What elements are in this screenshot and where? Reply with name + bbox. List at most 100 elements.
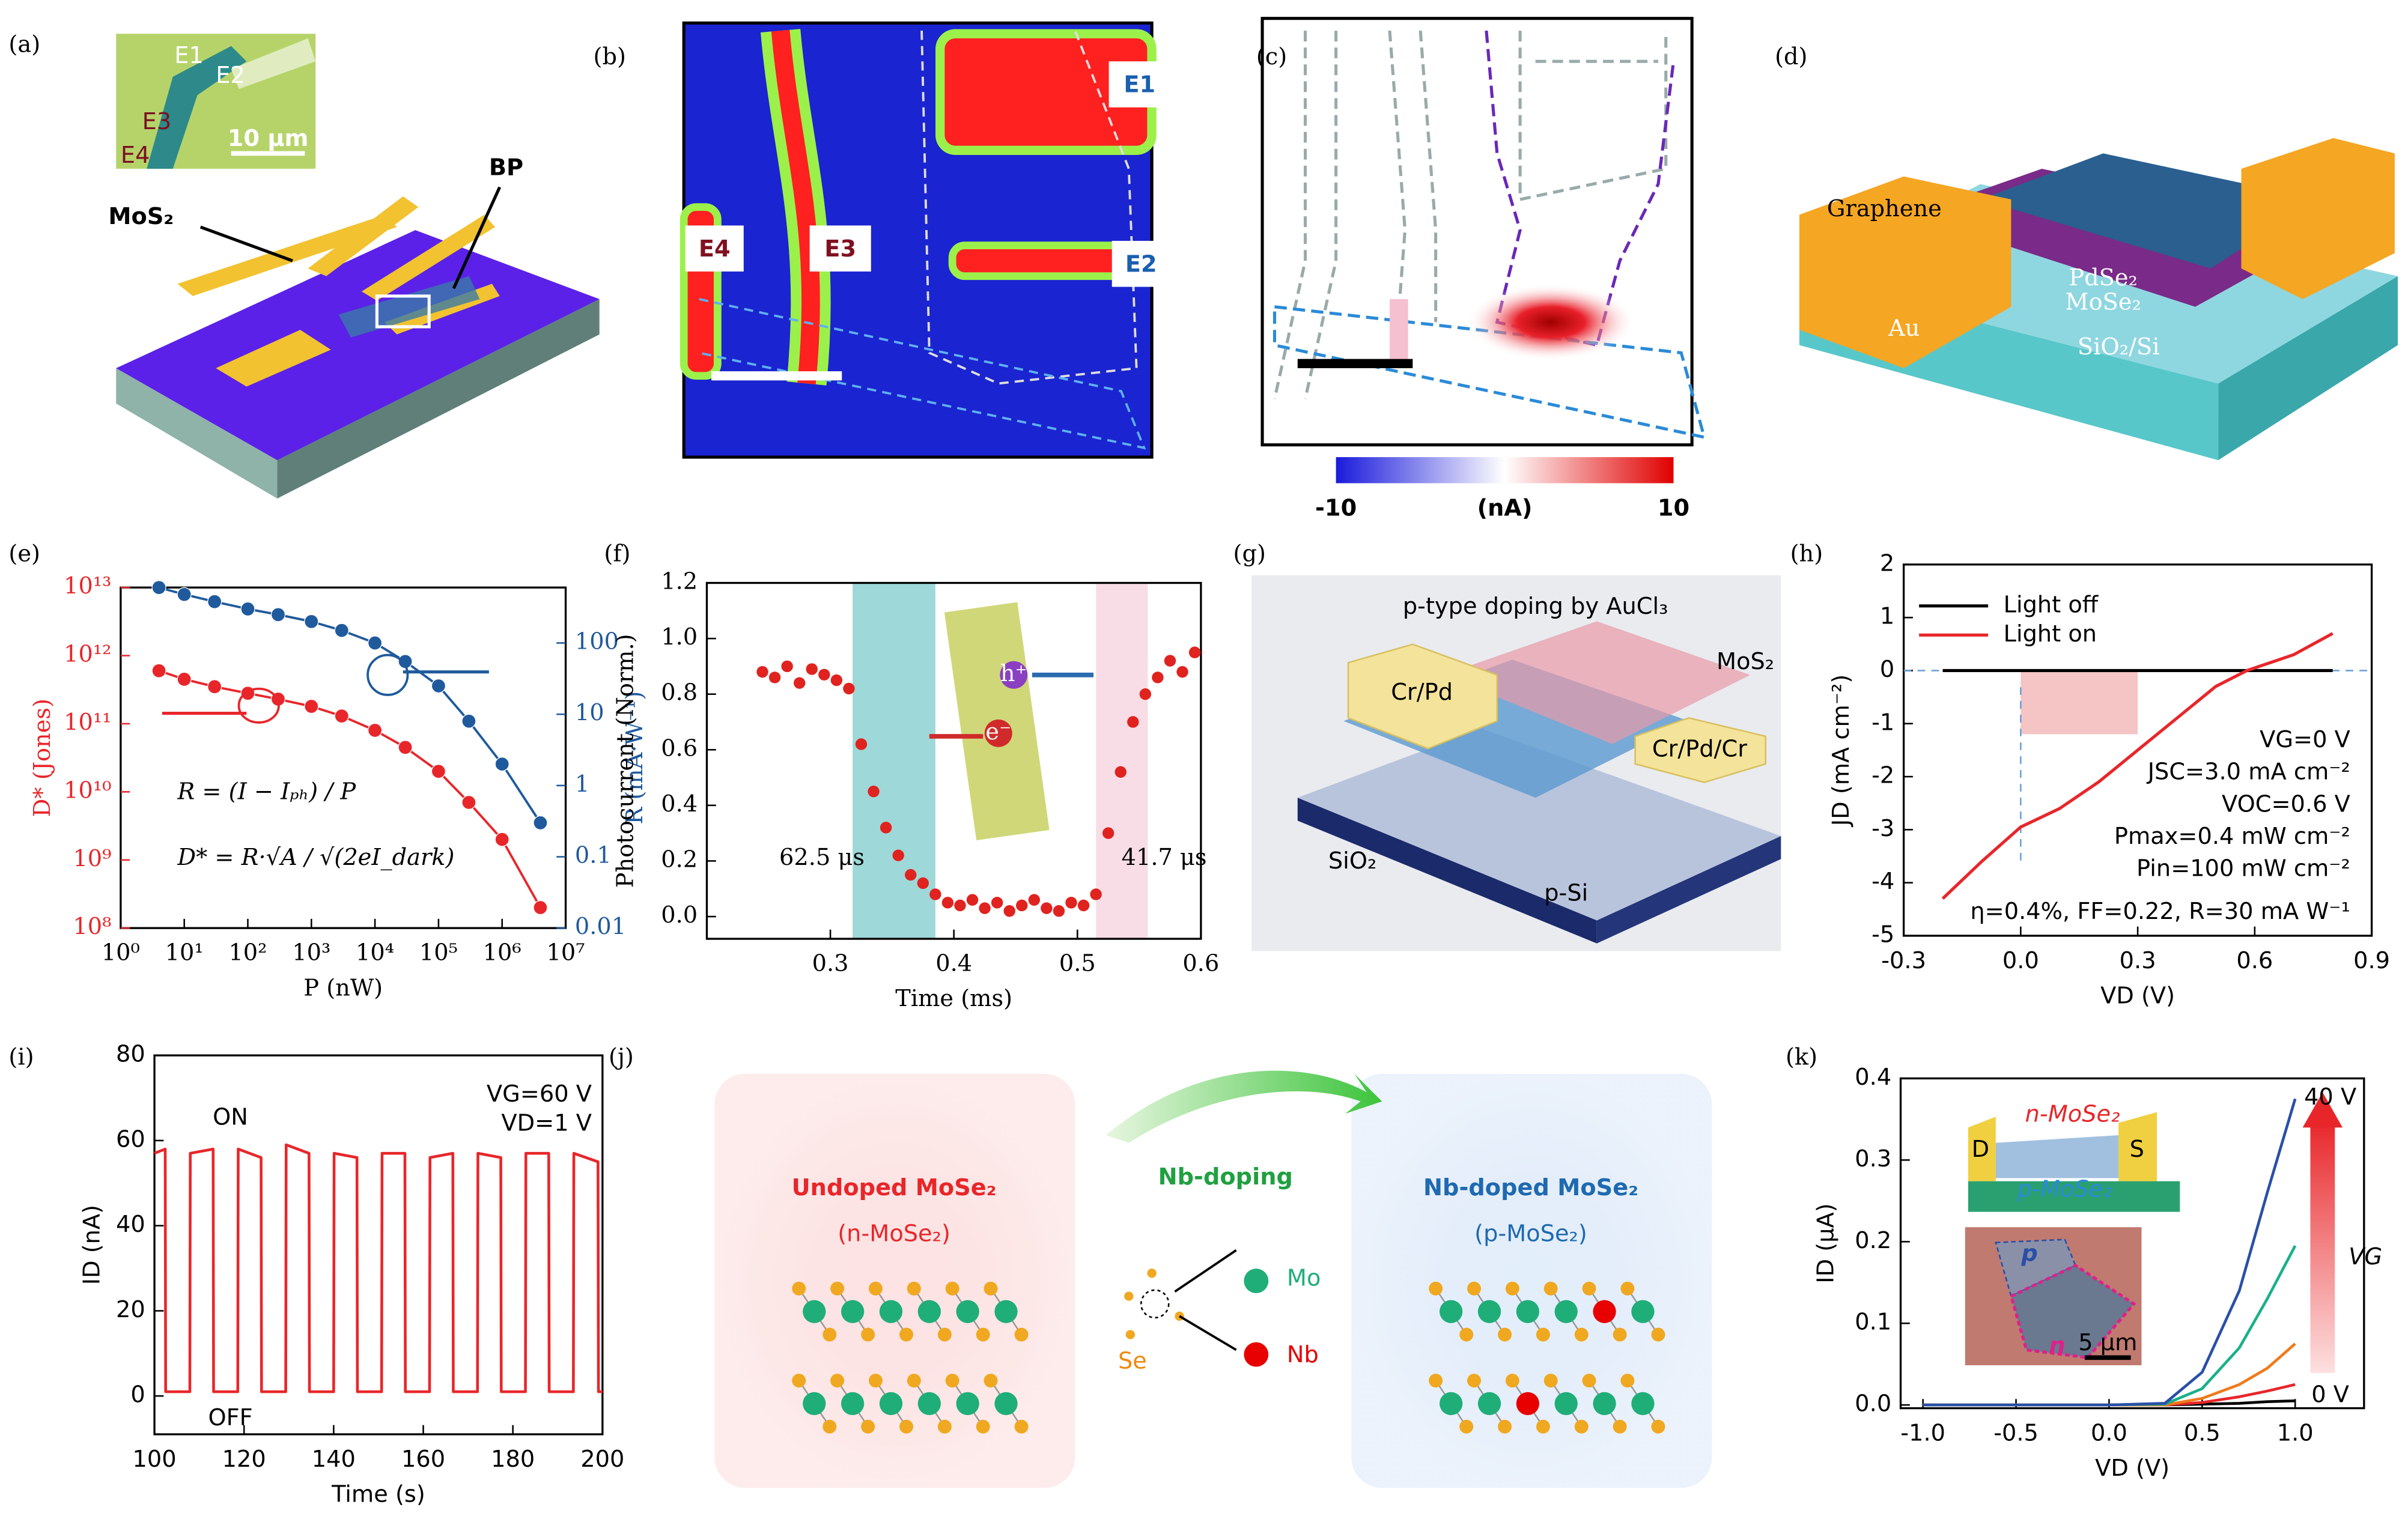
y-tick-label: 0.6 (661, 735, 698, 762)
atom (1429, 1374, 1443, 1388)
data-point (868, 785, 880, 798)
x-tick-label: 10⁰ (102, 939, 140, 966)
panel-b: E1 E2 E3 E4 (680, 21, 1170, 459)
substrate-side (2218, 276, 2398, 461)
data-point (880, 822, 892, 834)
layer-label: Au (1888, 315, 1920, 342)
arrow (1174, 1249, 1237, 1293)
y-tick-label: -5 (1871, 921, 1894, 948)
atom (1613, 1327, 1627, 1342)
x-tick-label: -0.5 (1993, 1419, 2039, 1446)
x-axis-label: P (nW) (303, 974, 383, 1001)
y-tick-label: 0.3 (1855, 1145, 1891, 1172)
callout (366, 653, 409, 696)
panel-k: -1.0 -0.5 0.0 0.5 1.0 0.0 0.1 0.2 0.3 0.4 VD (V) ID… (1812, 1064, 2382, 1482)
panel-label: (c) (1256, 43, 1287, 70)
data-point (207, 679, 222, 694)
atom (976, 1419, 990, 1434)
atom (937, 1419, 952, 1434)
gate-label: 0 V (2311, 1381, 2349, 1408)
y-tick-label: 0.8 (661, 679, 698, 706)
data-point (1028, 894, 1041, 906)
inset-label: h⁺ (1000, 660, 1027, 687)
y-tick-label: 10¹⁰ (64, 777, 111, 804)
inset-substrate (1968, 1181, 2180, 1212)
electrode-label: E1 (1123, 71, 1155, 99)
atom (841, 1300, 865, 1323)
data-point (830, 674, 843, 687)
x-tick-label: 0.5 (2184, 1419, 2221, 1446)
atom (803, 1300, 826, 1323)
y-tick-label: 10¹² (64, 641, 111, 668)
atom (984, 1374, 998, 1388)
colorbar-label: -10 (1315, 494, 1357, 521)
inset-label: S (2130, 1136, 2144, 1163)
x-tick-label: 100 (133, 1446, 177, 1473)
data-line (1923, 1098, 2297, 1407)
x-tick-label: 160 (401, 1446, 445, 1473)
outline (920, 30, 1138, 385)
panel-e: 10⁰ 10¹ 10² 10³ 10⁴ 10⁵ 10⁶ 10⁷10⁸10⁹10¹⁰10¹¹10… (29, 572, 648, 1001)
data-point (270, 607, 286, 622)
data-line (154, 1143, 603, 1393)
state-label: OFF (208, 1404, 252, 1431)
substrate-top (1297, 729, 1781, 921)
substrate-top (116, 230, 600, 461)
inset-label: D (1972, 1136, 1990, 1163)
x-tick-label: 10⁵ (419, 939, 458, 966)
y-axis-label: D* (Jones) (29, 699, 56, 817)
layer-label: MoSe₂ (2065, 289, 2141, 316)
annotation: Pmax=0.4 mW cm⁻² (2114, 823, 2350, 850)
p-region (1995, 1238, 2077, 1297)
lattices (792, 1281, 1665, 1434)
y-tick-label: 0.2 (1855, 1227, 1891, 1254)
x-tick-label: 180 (491, 1446, 535, 1473)
label-box (1111, 240, 1170, 287)
atom (1536, 1327, 1550, 1342)
x-tick-label: 0.4 (935, 950, 972, 977)
annotation: Pin=100 mW cm⁻² (2136, 855, 2350, 882)
undoped-box (714, 1073, 1075, 1488)
data-point (1053, 905, 1065, 917)
panel-label: (h) (1790, 541, 1823, 568)
panel-g: p-type doping by AuCl₃ MoS₂ Cr/Pd Cr/Pd/… (1251, 575, 1781, 951)
panel-label: (g) (1233, 541, 1266, 568)
electrode-label: E3 (142, 108, 172, 135)
atom (1014, 1419, 1029, 1434)
data-point (1152, 672, 1164, 684)
atom (1125, 1330, 1136, 1339)
process-arrow (1105, 1070, 1382, 1143)
plot-frame (1899, 1077, 2365, 1410)
atom (976, 1327, 990, 1342)
data-point (1065, 897, 1077, 909)
x-tick-label: 120 (222, 1446, 266, 1473)
x-tick-label: 0.9 (2353, 947, 2390, 974)
y-tick-label: -2 (1871, 762, 1894, 789)
data-point (1139, 688, 1152, 700)
panel-c (1260, 17, 1707, 447)
atom (945, 1374, 959, 1388)
material-label: BP (489, 154, 523, 181)
inset-electrode (2118, 1112, 2157, 1181)
atom (1505, 1281, 1519, 1296)
data-point (494, 832, 509, 847)
atom (1543, 1374, 1558, 1388)
inset-label: p (2020, 1240, 2037, 1267)
atom (879, 1300, 903, 1323)
data-point (240, 601, 255, 617)
data-point (1003, 905, 1015, 917)
atom (1440, 1300, 1463, 1323)
y-tick-label: -4 (1871, 868, 1894, 895)
electrode (1634, 717, 1767, 783)
annotation: 62.5 μs (779, 844, 865, 871)
atom (917, 1300, 941, 1323)
x-tick-label: 10² (228, 939, 267, 966)
annotation: VD=1 V (501, 1110, 592, 1137)
layer-label: SiO₂ (1328, 847, 1376, 875)
layer-label: Graphene (1827, 195, 1942, 222)
flake (338, 276, 480, 338)
electrode-label: Cr/Pd (1391, 679, 1453, 706)
atom (1582, 1281, 1596, 1296)
electrode (1347, 643, 1498, 750)
electrode-label: E2 (1125, 250, 1157, 277)
